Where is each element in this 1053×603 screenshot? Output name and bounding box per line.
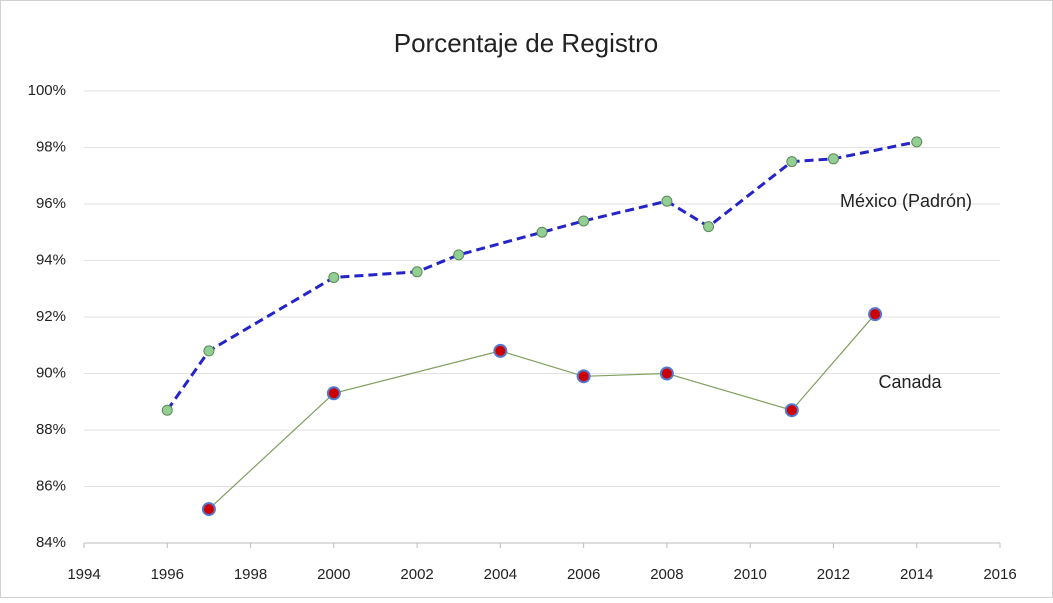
- data-point: [784, 403, 799, 418]
- y-tick-label: 88%: [36, 421, 66, 438]
- y-tick-label: 98%: [36, 138, 66, 155]
- y-tick-label: 92%: [36, 308, 66, 325]
- x-tick-label: 2008: [650, 566, 683, 583]
- data-point: [661, 195, 673, 207]
- y-tick-label: 84%: [36, 534, 66, 551]
- x-tick-label: 2016: [983, 566, 1016, 583]
- x-tick-label: 2010: [733, 566, 766, 583]
- data-point: [161, 404, 173, 416]
- x-tick-label: 2000: [317, 566, 350, 583]
- x-tick-label: 2002: [400, 566, 433, 583]
- y-tick-label: 86%: [36, 477, 66, 494]
- x-tick-label: 1998: [234, 566, 267, 583]
- data-point: [201, 502, 216, 517]
- data-point: [786, 156, 798, 168]
- data-point: [493, 343, 508, 358]
- y-tick-label: 94%: [36, 251, 66, 268]
- x-tick-label: 2012: [817, 566, 850, 583]
- data-point: [659, 366, 674, 381]
- data-point: [453, 249, 465, 261]
- data-point: [536, 226, 548, 238]
- data-point: [576, 369, 591, 384]
- x-tick-label: 2006: [567, 566, 600, 583]
- x-tick-label: 1996: [151, 566, 184, 583]
- y-tick-label: 100%: [28, 82, 66, 99]
- chart-title: Porcentaje de Registro: [394, 28, 658, 58]
- series-label: México (Padrón): [840, 191, 972, 211]
- y-tick-label: 96%: [36, 195, 66, 212]
- data-point: [827, 153, 839, 165]
- data-point: [326, 386, 341, 401]
- data-point: [703, 221, 715, 233]
- series-line: [166, 140, 918, 412]
- series-label: Canada: [878, 372, 942, 392]
- data-point: [868, 307, 883, 322]
- x-tick-label: 2004: [484, 566, 517, 583]
- x-tick-label: 1994: [67, 566, 100, 583]
- x-tick-label: 2014: [900, 566, 933, 583]
- data-point: [911, 136, 923, 148]
- y-tick-label: 90%: [36, 364, 66, 381]
- data-point: [328, 271, 340, 283]
- data-point: [411, 266, 423, 278]
- data-point: [203, 345, 215, 357]
- data-point: [578, 215, 590, 227]
